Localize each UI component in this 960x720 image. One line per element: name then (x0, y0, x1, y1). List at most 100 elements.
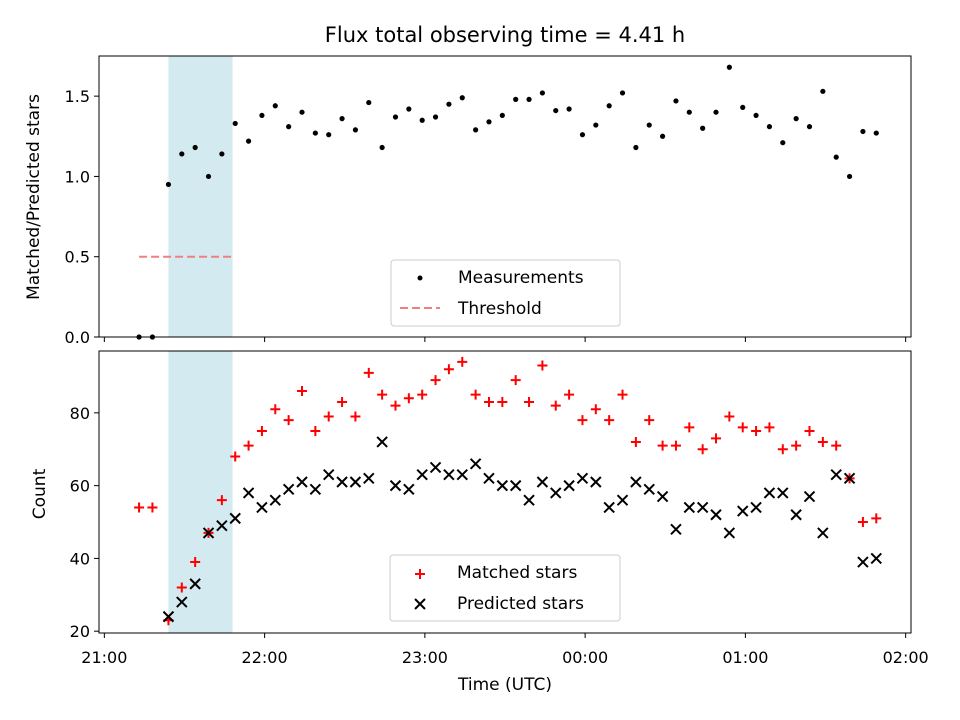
predicted-stars-legend-marker (414, 598, 426, 610)
measurement-point (619, 90, 626, 96)
matched-star-point (417, 389, 428, 400)
matched-star-point (270, 404, 281, 415)
matched-stars-legend-label: Matched stars (457, 563, 577, 583)
matched-star-point (791, 440, 802, 451)
measurement-point (192, 144, 198, 151)
count-points (134, 356, 882, 626)
predicted-star-point (242, 487, 255, 499)
predicted-star-point (563, 479, 575, 492)
y-tick-label: 20 (70, 622, 90, 641)
predicted-star-point (737, 505, 749, 517)
matched-star-point (751, 426, 762, 437)
predicted-star-point (376, 436, 388, 448)
measurement-point (473, 127, 479, 133)
predicted-star-point (443, 469, 455, 481)
measurement-point (646, 122, 652, 128)
predicted-star-point (309, 483, 322, 495)
top-y-ticks: 0.0 0.5 1.0 1.5 (65, 87, 99, 347)
x-marker (414, 598, 426, 610)
measurement-point (406, 106, 412, 112)
observing-window-shade-bottom (168, 351, 233, 633)
matched-star-point (604, 415, 615, 426)
predicted-star-point (576, 472, 589, 485)
matched-star-point (216, 495, 227, 506)
matched-star-point (390, 400, 401, 411)
bottom-legend-box (389, 554, 621, 622)
bottom-y-axis-label: Count (30, 468, 50, 519)
predicted-star-point (469, 458, 482, 470)
predicted-star-point (429, 461, 442, 474)
measurement-point (312, 130, 318, 136)
measurement-point (713, 109, 719, 115)
measurement-point (860, 128, 866, 135)
measurement-point (179, 151, 185, 157)
predicted-star-point (282, 483, 295, 495)
plus-marker (415, 569, 425, 579)
predicted-star-point (670, 523, 682, 536)
x-tick-label: 22:00 (242, 648, 288, 667)
predicted-star-point (349, 476, 362, 488)
predicted-star-point (656, 490, 669, 503)
x-tick-label: 23:00 (402, 648, 448, 667)
measurement-point (553, 107, 559, 114)
predicted-star-point (162, 610, 175, 623)
measurement-point (579, 132, 586, 138)
measurement-point (833, 154, 839, 160)
measurement-point (232, 120, 238, 127)
measurement-point (873, 130, 879, 136)
matched-star-point (524, 396, 535, 407)
predicted-star-point (803, 490, 816, 503)
matched-star-point (871, 513, 882, 524)
top-x-ticks (103, 337, 907, 342)
y-tick-label: 1.0 (65, 167, 90, 186)
measurement-point (846, 173, 853, 180)
measurement-point (753, 112, 759, 119)
matched-star-point (510, 375, 521, 386)
measurement-point (499, 112, 505, 119)
matched-star-point (857, 517, 868, 528)
predicted-star-point (550, 487, 562, 499)
predicted-star-point (523, 494, 535, 506)
matched-star-point (817, 436, 828, 447)
measurement-point (673, 98, 679, 104)
matched-star-point (831, 440, 842, 451)
measurement-points (136, 64, 879, 340)
predicted-star-point (389, 479, 402, 492)
predicted-star-point (336, 476, 348, 488)
matched-star-point (697, 444, 708, 455)
observing-window-shade (168, 56, 233, 337)
predicted-star-point (870, 552, 882, 565)
matched-stars-legend-marker (415, 569, 425, 579)
matched-star-point (630, 436, 641, 447)
bottom-plot-frame (98, 350, 912, 634)
predicted-star-point (750, 501, 762, 514)
measurements-legend-marker (417, 275, 423, 281)
top-legend: Measurements Threshold (390, 259, 621, 327)
matched-star-point (737, 422, 748, 433)
matched-star-point (403, 393, 414, 404)
measurement-point (700, 125, 706, 131)
predicted-star-point (630, 476, 642, 488)
bottom-x-ticks: 21:00 22:00 23:00 00:00 01:00 02:00 (81, 633, 929, 667)
chart-title: Flux total observing time = 4.41 h (325, 23, 685, 47)
measurement-point (566, 106, 572, 112)
matched-star-point (256, 426, 267, 437)
matched-star-point (350, 411, 361, 422)
matched-star-point (483, 396, 494, 407)
y-tick-label: 60 (70, 477, 90, 496)
measurement-point (593, 122, 599, 128)
measurement-point (486, 119, 492, 125)
predicted-star-point (777, 487, 789, 499)
measurement-point (352, 127, 359, 133)
bottom-y-ticks: 20 40 60 80 (70, 404, 99, 641)
predicted-star-point (269, 494, 281, 506)
measurement-point (272, 103, 278, 109)
matched-star-point (657, 440, 668, 451)
matched-star-point (457, 356, 468, 367)
matched-star-point (550, 400, 561, 411)
predicted-star-point (710, 509, 722, 521)
measurement-point (245, 138, 252, 144)
measurement-point (526, 96, 532, 102)
measurement-point (539, 90, 545, 96)
matched-star-point (497, 396, 508, 407)
